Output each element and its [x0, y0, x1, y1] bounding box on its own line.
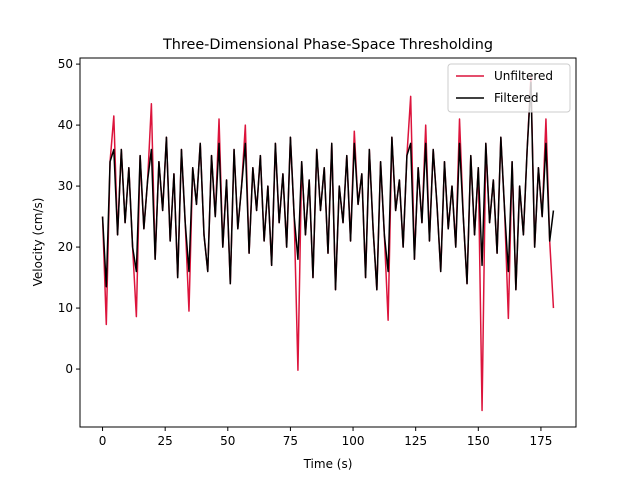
- x-tick-label: 0: [99, 434, 107, 448]
- y-tick-label: 20: [58, 240, 73, 254]
- x-tick-label: 100: [342, 434, 365, 448]
- series-line: [101, 81, 555, 291]
- y-tick-label: 40: [58, 118, 73, 132]
- x-axis-label: Time (s): [303, 457, 353, 471]
- legend-label: Filtered: [494, 91, 538, 105]
- plot-frame: [79, 57, 577, 428]
- x-tick-label: 50: [220, 434, 235, 448]
- legend-label: Unfiltered: [494, 69, 553, 83]
- x-tick-label: 125: [404, 434, 427, 448]
- y-axis-label: Velocity (cm/s): [31, 198, 45, 287]
- x-tick-label: 150: [467, 434, 490, 448]
- chart-title: Three-Dimensional Phase-Space Thresholdi…: [162, 37, 493, 53]
- y-tick-label: 30: [58, 179, 73, 193]
- y-tick-label: 10: [58, 301, 73, 315]
- x-tick-label: 175: [529, 434, 552, 448]
- y-tick-label: 50: [58, 57, 73, 71]
- x-tick-label: 25: [158, 434, 173, 448]
- x-tick-label: 75: [283, 434, 298, 448]
- y-tick-label: 0: [65, 362, 73, 376]
